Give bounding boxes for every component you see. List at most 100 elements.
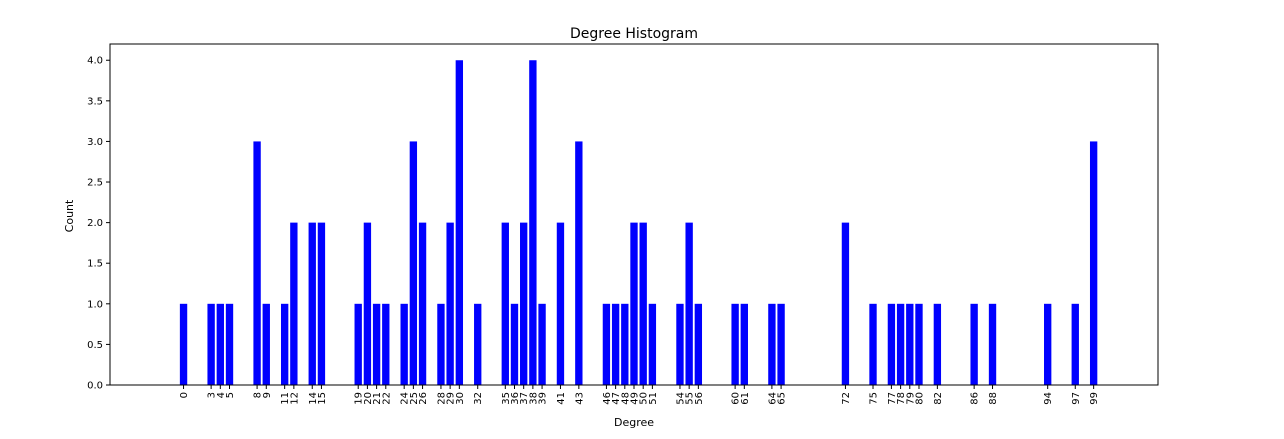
x-tick-label: 75: [869, 392, 880, 405]
x-tick-label: 15: [317, 392, 328, 405]
bar-degree-29: [446, 222, 454, 385]
x-tick-label: 24: [400, 392, 411, 405]
bar-degree-43: [575, 141, 583, 385]
x-tick-label: 11: [280, 392, 291, 405]
x-tick-label: 97: [1071, 392, 1082, 405]
bar-degree-47: [611, 303, 620, 385]
bar-degree-50: [639, 222, 647, 385]
x-tick-label: 28: [436, 392, 447, 405]
bar-degree-21: [372, 303, 381, 385]
x-tick-label: 39: [538, 392, 549, 405]
bar-degree-11: [280, 303, 289, 385]
x-tick-label: 8: [253, 392, 264, 398]
x-tick-label: 48: [620, 392, 631, 405]
bar-degree-48: [621, 303, 629, 385]
bar-degree-15: [317, 222, 326, 385]
x-tick-label: 20: [363, 392, 374, 405]
x-tick-label: 79: [905, 392, 916, 405]
y-tick-label: 1.5: [87, 259, 103, 270]
bar-degree-12: [290, 222, 298, 385]
x-tick-label: 12: [289, 392, 300, 405]
bar-degree-46: [602, 303, 611, 385]
bar-degree-36: [510, 303, 519, 385]
bar-degree-22: [382, 303, 390, 385]
bar-degree-56: [694, 303, 703, 385]
bar-degree-28: [437, 303, 445, 385]
x-tick-label: 36: [510, 392, 521, 405]
x-tick-label: 77: [887, 392, 898, 405]
x-tick-label: 29: [446, 392, 457, 405]
x-tick-label: 65: [777, 392, 788, 405]
x-tick-label: 60: [731, 392, 742, 405]
bar-degree-5: [225, 303, 234, 385]
x-tick-label: 9: [262, 392, 273, 398]
x-tick-label: 32: [473, 392, 484, 405]
x-tick-label: 22: [381, 392, 392, 405]
bar-degree-77: [887, 303, 896, 385]
x-tick-label: 51: [648, 392, 659, 405]
y-tick-label: 2.0: [87, 218, 103, 229]
x-tick-label: 64: [767, 392, 778, 405]
bar-degree-65: [777, 303, 785, 385]
bar-degree-88: [988, 303, 997, 385]
x-tick-label: 46: [602, 392, 613, 405]
bar-degree-9: [262, 303, 270, 385]
x-tick-label: 26: [418, 392, 429, 405]
bar-degree-75: [869, 303, 877, 385]
bar-degree-32: [474, 303, 482, 385]
bar-degree-8: [253, 141, 261, 385]
x-tick-label: 49: [630, 392, 641, 405]
bar-degree-78: [896, 303, 905, 385]
bar-degree-14: [308, 222, 316, 385]
plot-frame: [109, 43, 1159, 386]
y-tick-label: 1.0: [87, 299, 103, 310]
bar-degree-39: [538, 303, 546, 385]
y-tick-label: 3.5: [87, 96, 103, 107]
chart-title: Degree Histogram: [570, 26, 698, 42]
bar-degree-54: [676, 303, 684, 385]
bar-degree-37: [520, 222, 528, 385]
bar-degree-61: [740, 303, 748, 385]
x-tick-label: 61: [740, 392, 751, 405]
bar-degree-35: [501, 222, 509, 385]
x-tick-label: 99: [1089, 392, 1100, 405]
x-tick-label: 30: [455, 392, 466, 405]
x-tick-label: 80: [914, 392, 925, 405]
bar-degree-19: [354, 303, 362, 385]
x-tick-label: 56: [694, 392, 705, 405]
x-tick-label: 55: [685, 392, 696, 405]
y-axis-label: Count: [63, 199, 76, 232]
y-tick-label: 0.5: [87, 340, 103, 351]
x-tick-label: 50: [639, 392, 650, 405]
bar-degree-0: [179, 303, 188, 385]
bar-degree-3: [207, 303, 215, 385]
bar-degree-55: [685, 222, 693, 385]
x-tick-label: 78: [896, 392, 907, 405]
bar-degree-30: [455, 60, 464, 386]
x-tick-label: 25: [409, 392, 420, 405]
y-tick-label: 3.0: [87, 137, 103, 148]
bar-degree-49: [630, 222, 638, 385]
x-tick-label: 35: [501, 392, 512, 405]
x-tick-label: 3: [207, 392, 218, 398]
bar-degree-51: [648, 303, 657, 385]
bar-degree-99: [1089, 141, 1098, 385]
x-tick-label: 38: [528, 392, 539, 405]
bar-degree-79: [906, 303, 914, 385]
x-tick-label: 94: [1043, 392, 1054, 405]
bar-degree-94: [1044, 303, 1052, 385]
bar-degree-25: [409, 141, 418, 385]
bar-degree-26: [418, 222, 427, 385]
x-tick-label: 4: [216, 392, 227, 398]
bar-degree-60: [731, 303, 739, 385]
x-tick-label: 82: [933, 392, 944, 405]
x-tick-label: 72: [841, 392, 852, 405]
x-tick-label: 47: [611, 392, 622, 405]
bar-degree-24: [400, 303, 408, 385]
y-tick-label: 4.0: [87, 56, 103, 67]
x-tick-label: 88: [988, 392, 999, 405]
x-tick-label: 37: [519, 392, 530, 405]
